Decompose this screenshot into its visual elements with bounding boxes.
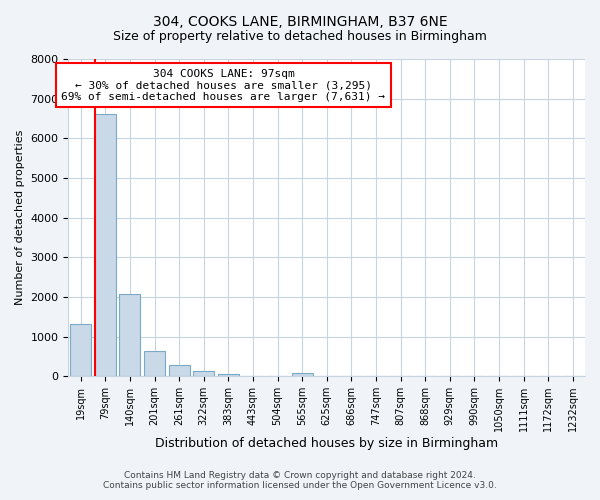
- Text: Size of property relative to detached houses in Birmingham: Size of property relative to detached ho…: [113, 30, 487, 43]
- Bar: [292, 374, 313, 376]
- Text: 304 COOKS LANE: 97sqm
← 30% of detached houses are smaller (3,295)
69% of semi-d: 304 COOKS LANE: 97sqm ← 30% of detached …: [61, 68, 385, 102]
- Bar: [169, 364, 190, 376]
- Bar: [218, 374, 239, 376]
- Bar: [193, 370, 214, 376]
- X-axis label: Distribution of detached houses by size in Birmingham: Distribution of detached houses by size …: [155, 437, 498, 450]
- Bar: [144, 351, 165, 376]
- Y-axis label: Number of detached properties: Number of detached properties: [15, 130, 25, 306]
- Bar: [119, 294, 140, 376]
- Text: Contains HM Land Registry data © Crown copyright and database right 2024.
Contai: Contains HM Land Registry data © Crown c…: [103, 470, 497, 490]
- Bar: [95, 114, 116, 376]
- Text: 304, COOKS LANE, BIRMINGHAM, B37 6NE: 304, COOKS LANE, BIRMINGHAM, B37 6NE: [152, 15, 448, 29]
- Bar: [70, 324, 91, 376]
